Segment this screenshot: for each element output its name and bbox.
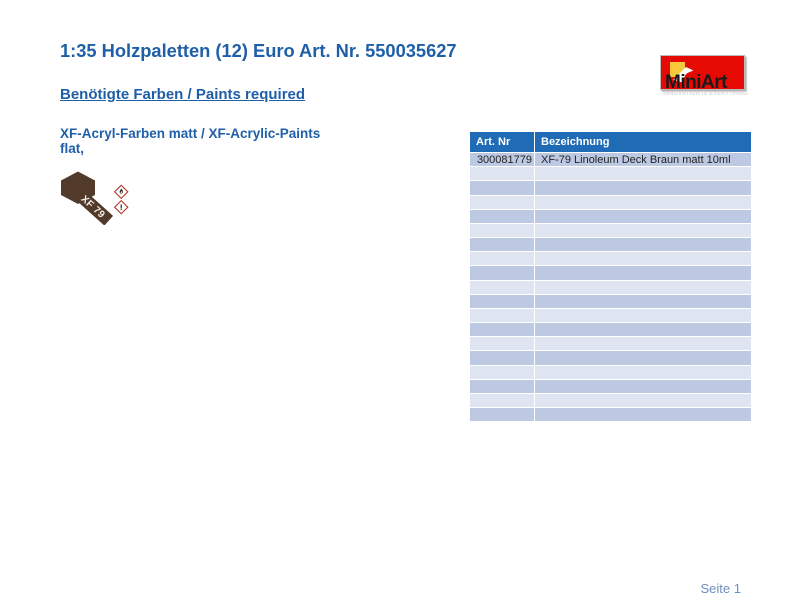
svg-text:MiniArt: MiniArt	[665, 72, 728, 90]
